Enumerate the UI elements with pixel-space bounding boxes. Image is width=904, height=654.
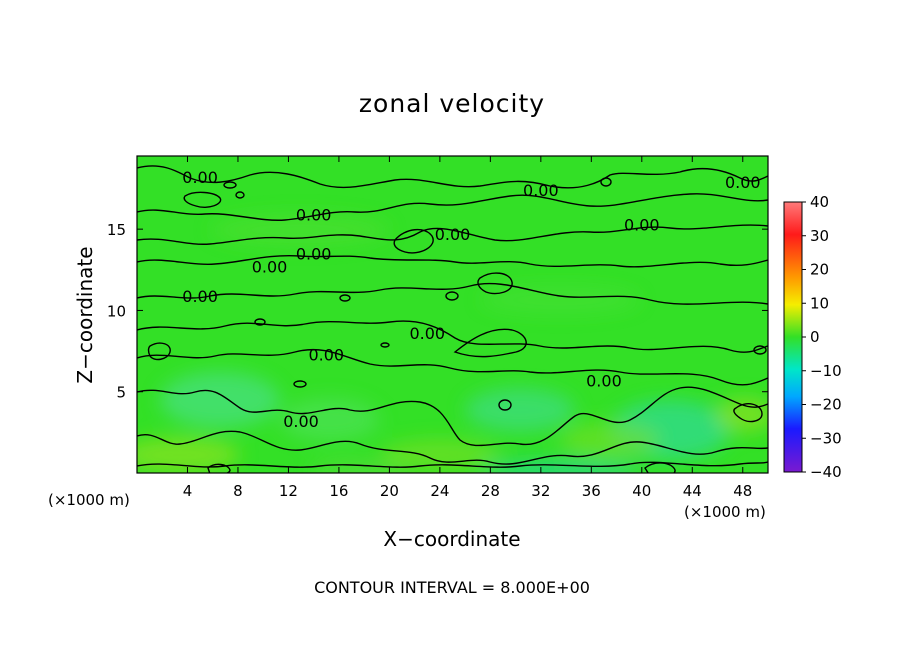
x-axis-ticks: 4 8 12 16 20 24 28 32 36 40 44 48 [183,156,752,500]
contour-label: 0.00 [296,206,332,225]
colorbar-tick-label: 40 [810,193,829,211]
contour-label: 0.00 [252,258,288,277]
plot-frame [136,155,769,474]
contour-label: 0.00 [182,287,218,306]
x-tick-label: 20 [380,482,399,500]
x-tick-label: 40 [632,482,651,500]
contour-label: 0.00 [624,215,660,234]
colorbar-ticks: 40 30 20 10 0 −10 −20 −30 −40 [802,193,842,481]
contour-label: 0.00 [182,168,218,187]
contour-lines [137,165,768,473]
y-tick-label: 15 [107,221,126,239]
y-axis-ticks: 5 10 15 [107,221,768,402]
x-tick-label: 16 [329,482,348,500]
x-axis-unit: (×1000 m) [684,503,766,521]
velocity-field-shading [137,214,768,473]
y-tick-label: 5 [116,384,126,402]
chart-title: zonal velocity [359,89,545,118]
plot-area: 0.00 0.00 0.00 0.00 0.00 0.00 0.00 0.00 0.00 0.00… [137,156,768,473]
colorbar-tick-label: 30 [810,227,829,245]
contour-interval-label: CONTOUR INTERVAL = 8.000E+00 [314,578,590,597]
x-axis-label: X−coordinate [383,527,520,551]
colorbar-tick-label: −40 [810,463,842,481]
contour-label: 0.00 [523,181,559,200]
x-tick-label: 32 [531,482,550,500]
colorbar-tick-label: 20 [810,261,829,279]
colorbar [783,201,803,473]
x-tick-label: 24 [430,482,449,500]
x-tick-label: 8 [233,482,243,500]
contour-label: 0.00 [725,173,761,192]
y-axis-label: Z−coordinate [73,246,97,383]
contour-label: 0.00 [409,324,445,343]
contour-label: 0.00 [296,245,332,264]
x-tick-label: 4 [183,482,193,500]
x-tick-label: 28 [481,482,500,500]
colorbar-tick-label: −30 [810,429,842,447]
colorbar-tick-label: 10 [810,294,829,312]
colorbar-tick-label: −10 [810,362,842,380]
contour-labels: 0.00 0.00 0.00 0.00 0.00 0.00 0.00 0.00 0.00 0.00… [182,168,760,431]
contour-label: 0.00 [435,225,471,244]
contour-label: 0.00 [586,371,622,390]
colorbar-tick-label: −20 [810,396,842,414]
x-tick-label: 36 [582,482,601,500]
x-tick-label: 48 [733,482,752,500]
contour-label: 0.00 [283,412,319,431]
x-tick-label: 12 [279,482,298,500]
colorbar-tick-label: 0 [810,328,820,346]
y-axis-unit: (×1000 m) [48,491,130,509]
contour-label: 0.00 [308,345,344,364]
y-tick-label: 10 [107,302,126,320]
x-tick-label: 44 [683,482,702,500]
